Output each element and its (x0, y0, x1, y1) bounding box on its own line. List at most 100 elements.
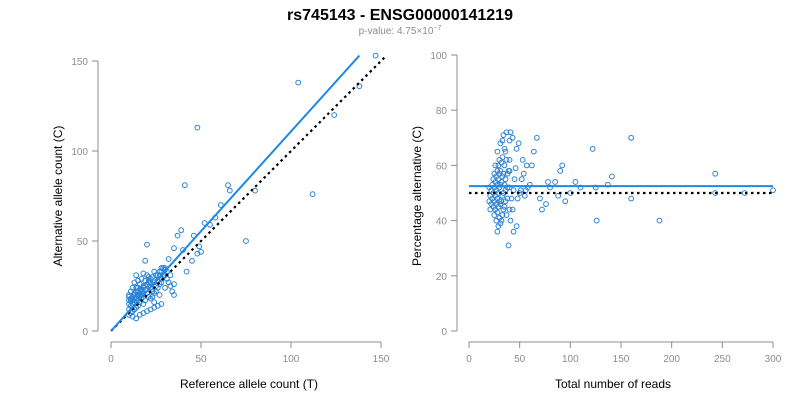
right-data-point (499, 192, 506, 199)
left-data-point (147, 295, 154, 302)
left-data-point (133, 315, 140, 322)
right-y-tick-label: 80 (436, 106, 448, 117)
left-data-point (127, 295, 134, 302)
left-data-point (135, 302, 141, 309)
right-data-point (559, 162, 566, 169)
right-x-axis-label: Total number of reads (555, 377, 671, 391)
right-data-point (506, 137, 513, 144)
right-data-point (507, 129, 514, 136)
right-data-point (593, 217, 600, 224)
right-data-point (501, 162, 508, 169)
left-data-point (174, 232, 181, 239)
left-y-axis-label: Alternative allele count (C) (51, 126, 65, 267)
right-data-point (513, 223, 520, 230)
left-data-point (142, 257, 149, 264)
left-data-point (158, 301, 165, 307)
left-data-point (372, 52, 379, 59)
right-data-point (495, 223, 502, 230)
left-data-point (181, 182, 188, 189)
left-data-point (171, 292, 177, 298)
right-data-point (557, 168, 564, 174)
right-data-point (510, 228, 517, 235)
right-data-point (510, 187, 517, 194)
right-data-point (487, 206, 494, 213)
right-data-point (492, 162, 499, 169)
left-data-point (309, 191, 316, 198)
right-data-point (656, 217, 663, 224)
left-data-point (129, 297, 136, 304)
left-data-point (171, 245, 177, 252)
right-data-point (500, 206, 507, 213)
right-data-point (486, 184, 493, 191)
left-data-point (226, 187, 233, 194)
right-y-tick-label: 40 (436, 217, 448, 228)
right-data-point (496, 156, 503, 163)
right-y-tick-label: 0 (441, 327, 447, 338)
left-data-point (331, 112, 338, 118)
right-data-point (547, 184, 553, 191)
left-data-point (295, 79, 302, 86)
right-data-point (497, 181, 504, 188)
right-data-point (502, 148, 509, 155)
left-data-point (133, 293, 140, 300)
right-data-point (495, 162, 502, 169)
left-data-point (126, 297, 132, 304)
right-data-point (509, 206, 516, 213)
left-data-point (151, 268, 158, 275)
left-data-point (135, 292, 141, 298)
right-x-tick-label: 200 (663, 354, 680, 365)
left-data-point (131, 295, 138, 302)
right-data-point (577, 184, 584, 191)
left-data-point (252, 187, 258, 194)
right-data-point (628, 195, 635, 202)
left-y-tick-label: 50 (77, 237, 89, 248)
left-y-tick-label: 100 (71, 147, 88, 158)
left-data-point (156, 292, 163, 298)
right-data-point (628, 134, 635, 141)
right-x-tick-label: 300 (765, 354, 782, 365)
right-data-point (552, 179, 559, 185)
right-x-tick-label: 0 (466, 354, 472, 365)
right-data-point (506, 184, 513, 191)
left-data-point (165, 256, 172, 262)
right-y-tick-label: 20 (436, 272, 448, 283)
right-data-point (517, 187, 524, 194)
right-data-point (507, 217, 514, 224)
right-data-point (502, 198, 509, 205)
right-data-point (509, 134, 516, 141)
right-data-point (608, 173, 615, 180)
right-data-point (530, 148, 537, 155)
left-data-point (243, 238, 249, 244)
scatter-panel-percentage: 0 50 100 150 200 250 300 0 20 40 60 80 100 Total numb… (410, 51, 782, 391)
left-data-point (135, 284, 141, 291)
left-data-point (131, 279, 138, 286)
right-data-point (604, 181, 611, 188)
right-data-point (506, 156, 513, 163)
right-data-point (504, 170, 511, 177)
right-data-point (562, 198, 569, 205)
right-data-point (497, 168, 504, 174)
right-data-point (501, 145, 508, 152)
right-x-tick-label: 150 (613, 354, 630, 365)
right-data-point (592, 184, 599, 191)
right-data-point (506, 206, 513, 213)
right-data-point (555, 192, 562, 199)
right-data-point (500, 132, 507, 138)
left-data-point (145, 277, 152, 284)
right-data-point (508, 195, 515, 202)
right-data-point (503, 156, 510, 163)
right-data-point (494, 148, 501, 155)
right-data-point (512, 165, 519, 172)
right-data-point (712, 170, 719, 177)
right-data-point (493, 217, 500, 224)
left-y-tick-label: 150 (71, 57, 88, 68)
left-x-axis-label: Reference allele count (T) (180, 377, 318, 391)
right-data-point (490, 176, 497, 183)
right-y-tick-label: 60 (436, 161, 448, 172)
right-data-point (513, 145, 520, 152)
left-data-point (144, 272, 150, 279)
chart-subtitle: p-value: 4.75×10−7 (359, 25, 442, 37)
right-data-point (520, 170, 527, 177)
right-data-point (514, 195, 521, 202)
